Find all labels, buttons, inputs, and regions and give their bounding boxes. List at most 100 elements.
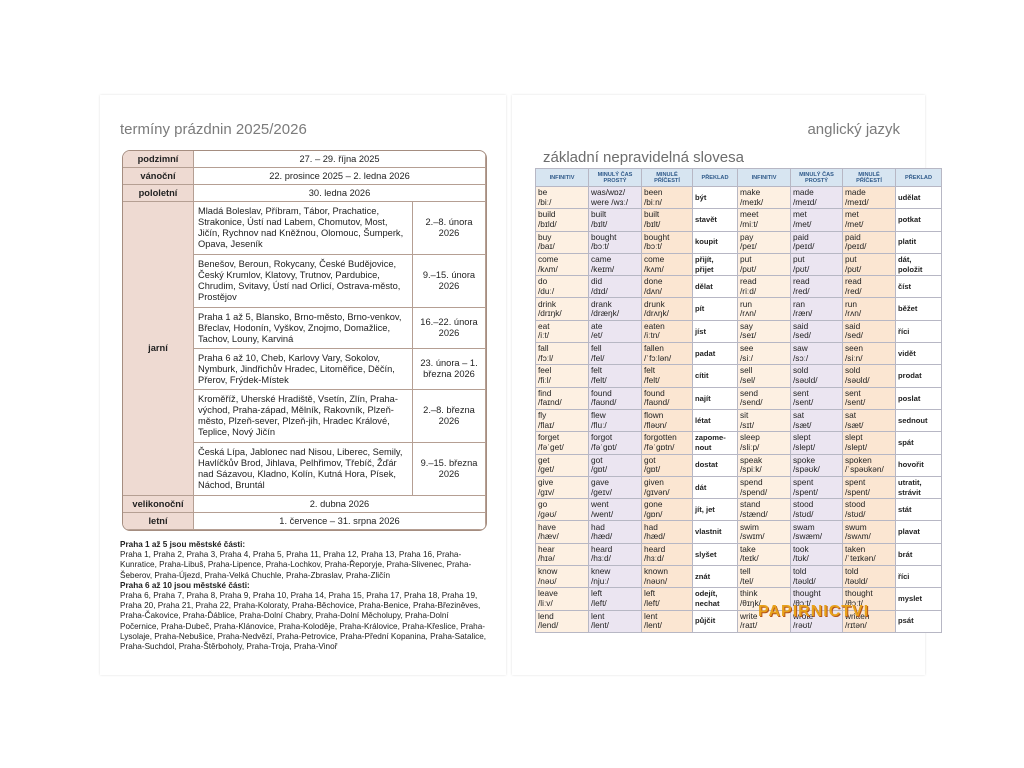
verb-form: left/left/ <box>588 587 642 611</box>
line: /dʌn/ <box>644 285 662 296</box>
translation: přijít, přijet <box>692 252 738 277</box>
line: /peɪ/ <box>740 241 757 252</box>
line: udělat <box>898 192 921 202</box>
line: flown <box>644 410 664 421</box>
line: /sæt/ <box>793 419 812 430</box>
line: go <box>538 499 548 510</box>
line: /rʌn/ <box>845 308 862 319</box>
translation: sednout <box>895 408 942 433</box>
line: eaten <box>644 320 665 331</box>
verb-form: come/kʌm/ <box>641 252 693 277</box>
verb-form: knew/njuː/ <box>588 565 642 589</box>
header: INFINITIV <box>737 168 791 187</box>
line: drink <box>538 298 556 309</box>
line: poslat <box>898 393 921 403</box>
line: číst <box>898 282 912 292</box>
translation: poslat <box>895 386 942 410</box>
line: stát <box>898 505 912 514</box>
row: eat/iːt/ate/et/eaten/iːtn/jíst say/seɪ/sa… <box>535 319 942 344</box>
verb-form: taken/ˈteɪkən/ <box>842 542 896 567</box>
line: /geɪv/ <box>591 486 612 497</box>
line: /hɜːd/ <box>591 553 611 564</box>
verb-form: fallen/ˈfɔːlən/ <box>641 342 693 366</box>
line: said <box>845 320 861 331</box>
translation: myslet <box>895 587 942 611</box>
line: heard <box>591 543 613 554</box>
verb-form: made/meɪd/ <box>842 185 896 210</box>
line: /sel/ <box>740 375 756 386</box>
verb-form: get/get/ <box>535 453 589 477</box>
line: dát, <box>898 254 912 264</box>
verb-form: find/faɪnd/ <box>535 386 589 410</box>
line: speak <box>740 454 763 465</box>
regions: Praha 1 až 5, Blansko, Brno-město, Brno-… <box>194 308 413 349</box>
line: spent <box>793 476 814 487</box>
line: nout <box>695 442 712 452</box>
line: fell <box>591 343 602 354</box>
line: /sɪt/ <box>740 419 755 430</box>
line: přijít, <box>695 254 714 264</box>
line: met <box>845 209 859 220</box>
line: swum <box>845 521 867 532</box>
verb-form: flew/fluː/ <box>588 408 642 433</box>
verb-form: took/tʊk/ <box>790 542 843 567</box>
line: forget <box>538 432 560 443</box>
line: /lend/ <box>538 620 559 631</box>
line: run <box>740 298 752 309</box>
line: sent <box>793 387 809 398</box>
line: taken <box>845 543 866 554</box>
line: thought <box>793 588 821 599</box>
line: jíst <box>695 326 706 336</box>
line: spent <box>845 476 866 487</box>
line: /hæd/ <box>644 531 666 542</box>
line: built <box>591 209 607 220</box>
line: /sent/ <box>845 397 866 408</box>
verb-form: bought/bɔːt/ <box>641 230 693 254</box>
notes: Praha 1 až 5 jsou městské části: Praha 1,… <box>120 540 488 652</box>
line: /dɪd/ <box>591 285 608 296</box>
verb-form: fly/flaɪ/ <box>535 408 589 433</box>
line: /dræŋk/ <box>591 308 620 319</box>
verb-form: forgot/fəˈgɒt/ <box>588 431 642 455</box>
line: /left/ <box>644 597 660 608</box>
translation: zapome-nout <box>692 431 738 455</box>
translation: půjčit <box>692 609 738 633</box>
note-text: Praha 6, Praha 7, Praha 8, Praha 9, Prah… <box>120 591 487 652</box>
verb-form: fell/fel/ <box>588 342 642 366</box>
left-title: termíny prázdnin 2025/2026 <box>120 121 307 138</box>
line: /siːn/ <box>845 352 863 363</box>
line: sleep <box>740 432 760 443</box>
line: /bɔːt/ <box>644 241 662 252</box>
verb-form: thought/θɔːt/ <box>790 587 843 611</box>
line: be <box>538 187 548 198</box>
translation: číst <box>895 275 942 299</box>
verb-form: drunk/drʌŋk/ <box>641 297 693 321</box>
line: read <box>845 276 862 287</box>
line: /bɪlt/ <box>644 218 661 229</box>
line: spoken <box>845 454 872 465</box>
line: /sɔː/ <box>793 352 809 363</box>
translation: létat <box>692 408 738 433</box>
verb-form: read/red/ <box>790 275 843 299</box>
line: /kʌm/ <box>538 263 558 274</box>
line: /send/ <box>740 397 763 408</box>
dates: 16.–22. února 2026 <box>413 308 486 349</box>
line: /drɪŋk/ <box>538 308 562 319</box>
line: /swɪm/ <box>740 531 765 542</box>
verb-form: eat/iːt/ <box>535 319 589 344</box>
header: PŘEKLAD <box>692 168 738 187</box>
line: give <box>538 476 554 487</box>
line: built <box>644 209 660 220</box>
line: říci <box>898 571 910 581</box>
verb-form: tell/tel/ <box>737 565 791 589</box>
regions: Mladá Boleslav, Příbram, Tábor, Prachati… <box>194 202 413 255</box>
line: /fiːl/ <box>538 375 551 386</box>
line: slept <box>845 432 863 443</box>
verb-form: sent/sent/ <box>790 386 843 410</box>
row: leave/liːv/left/left/left/left/odejít, ne… <box>535 587 942 611</box>
line: ate <box>591 320 603 331</box>
line: /duː/ <box>538 285 555 296</box>
line: did <box>591 276 603 287</box>
verb-form: came/keɪm/ <box>588 252 642 277</box>
line: /meɪd/ <box>793 196 817 207</box>
